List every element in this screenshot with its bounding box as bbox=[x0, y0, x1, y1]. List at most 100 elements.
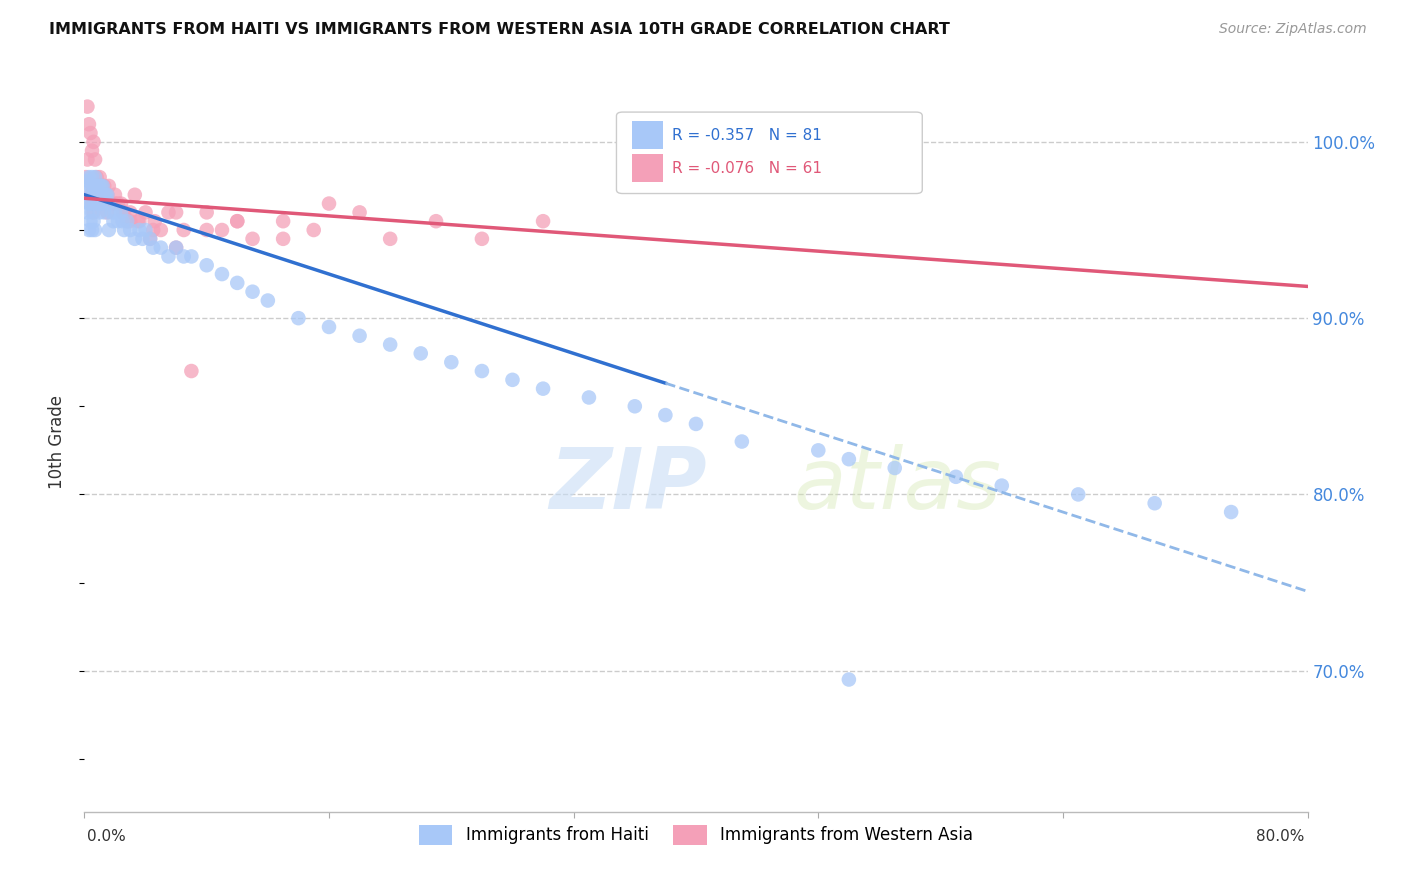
Text: 0.0%: 0.0% bbox=[87, 830, 127, 845]
Point bbox=[302, 223, 325, 237]
Point bbox=[83, 187, 105, 202]
Point bbox=[142, 241, 165, 255]
Point bbox=[110, 196, 132, 211]
Point bbox=[173, 223, 195, 237]
Point bbox=[131, 232, 153, 246]
Point bbox=[838, 452, 860, 467]
Point bbox=[531, 382, 554, 396]
Point bbox=[80, 187, 103, 202]
Point bbox=[97, 178, 120, 193]
Point bbox=[101, 205, 124, 219]
Point bbox=[211, 223, 233, 237]
Point bbox=[107, 214, 129, 228]
Point bbox=[149, 241, 172, 255]
Point bbox=[87, 178, 110, 193]
Point bbox=[79, 187, 101, 202]
Point bbox=[111, 205, 134, 219]
Point bbox=[440, 355, 463, 369]
Point bbox=[242, 232, 264, 246]
Point bbox=[471, 364, 494, 378]
Point bbox=[127, 214, 149, 228]
Point bbox=[115, 214, 138, 228]
Point bbox=[83, 135, 105, 149]
Point bbox=[142, 223, 165, 237]
Point bbox=[93, 205, 115, 219]
Point bbox=[349, 328, 371, 343]
Point bbox=[143, 214, 166, 228]
Point bbox=[731, 434, 754, 449]
Point bbox=[157, 250, 180, 264]
Point bbox=[84, 196, 107, 211]
Point bbox=[502, 373, 524, 387]
Point bbox=[195, 205, 218, 219]
Point bbox=[425, 214, 447, 228]
Point bbox=[86, 187, 108, 202]
Point bbox=[257, 293, 280, 308]
Point bbox=[139, 232, 162, 246]
Point bbox=[80, 178, 103, 193]
Point bbox=[83, 205, 105, 219]
Point bbox=[77, 117, 100, 131]
Point bbox=[83, 214, 105, 228]
Point bbox=[97, 196, 120, 211]
Point bbox=[112, 223, 135, 237]
Point bbox=[838, 673, 860, 687]
Point bbox=[226, 214, 249, 228]
Text: IMMIGRANTS FROM HAITI VS IMMIGRANTS FROM WESTERN ASIA 10TH GRADE CORRELATION CHA: IMMIGRANTS FROM HAITI VS IMMIGRANTS FROM… bbox=[49, 22, 950, 37]
Point bbox=[124, 187, 146, 202]
Point bbox=[90, 187, 112, 202]
Point bbox=[84, 170, 107, 185]
Point bbox=[111, 214, 134, 228]
Point bbox=[195, 223, 218, 237]
Text: Source: ZipAtlas.com: Source: ZipAtlas.com bbox=[1219, 22, 1367, 37]
Point bbox=[84, 153, 107, 167]
Point bbox=[80, 144, 103, 158]
Point bbox=[79, 214, 101, 228]
Point bbox=[76, 100, 98, 114]
Point bbox=[80, 196, 103, 211]
Point bbox=[96, 205, 118, 219]
Point bbox=[1143, 496, 1166, 510]
FancyBboxPatch shape bbox=[633, 154, 664, 183]
Point bbox=[139, 232, 162, 246]
Point bbox=[80, 170, 103, 185]
Point bbox=[128, 214, 150, 228]
FancyBboxPatch shape bbox=[616, 112, 922, 194]
Point bbox=[107, 196, 129, 211]
Point bbox=[180, 364, 202, 378]
Point bbox=[165, 241, 187, 255]
Point bbox=[75, 170, 97, 185]
Point bbox=[578, 391, 600, 405]
Point bbox=[80, 223, 103, 237]
Point bbox=[91, 178, 114, 193]
Point bbox=[104, 196, 127, 211]
Point bbox=[90, 178, 112, 193]
FancyBboxPatch shape bbox=[633, 121, 664, 149]
Point bbox=[287, 311, 309, 326]
Point bbox=[80, 205, 103, 219]
Point bbox=[1067, 487, 1090, 501]
Point bbox=[157, 205, 180, 219]
Point bbox=[1220, 505, 1243, 519]
Point bbox=[76, 205, 98, 219]
Point bbox=[271, 232, 294, 246]
Point bbox=[318, 320, 340, 334]
Point bbox=[104, 187, 127, 202]
Point bbox=[226, 276, 249, 290]
Point bbox=[87, 196, 110, 211]
Point bbox=[685, 417, 707, 431]
Point bbox=[86, 196, 108, 211]
Point bbox=[89, 205, 111, 219]
Text: R = -0.357   N = 81: R = -0.357 N = 81 bbox=[672, 128, 821, 143]
Point bbox=[380, 232, 402, 246]
Point bbox=[120, 223, 142, 237]
Point bbox=[318, 196, 340, 211]
Point bbox=[89, 178, 111, 193]
Point bbox=[173, 250, 195, 264]
Legend: Immigrants from Haiti, Immigrants from Western Asia: Immigrants from Haiti, Immigrants from W… bbox=[412, 818, 980, 852]
Point bbox=[165, 205, 187, 219]
Point bbox=[79, 196, 101, 211]
Point bbox=[84, 223, 107, 237]
Point bbox=[380, 337, 402, 351]
Point bbox=[135, 205, 157, 219]
